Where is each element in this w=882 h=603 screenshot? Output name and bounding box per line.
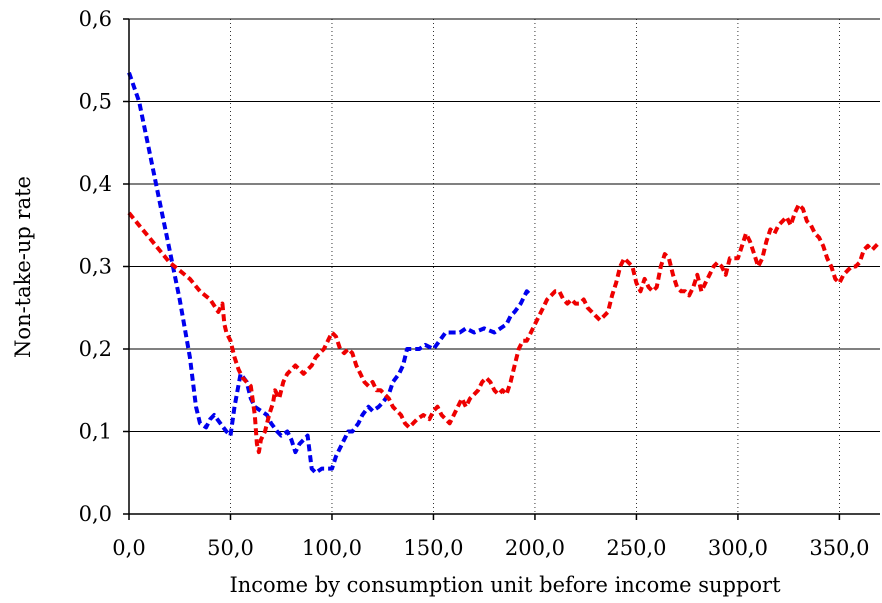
x-tick-label: 150,0 (403, 536, 463, 560)
y-tick-label: 0,1 (79, 420, 112, 444)
series-line-2 (127, 202, 882, 455)
y-tick-label: 0,6 (79, 7, 112, 31)
chart-axes (123, 18, 880, 520)
x-tick-label: 250,0 (606, 536, 666, 560)
y-tick-label: 0,3 (79, 255, 112, 279)
series-line-1 (127, 71, 533, 475)
x-tick-labels: 0,0 50,0 100,0 150,0 200,0 250,0 300,0 350,0 (112, 536, 869, 560)
y-tick-label: 0,2 (79, 337, 112, 361)
x-tick-label: 50,0 (207, 536, 254, 560)
x-tick-label: 0,0 (112, 536, 145, 560)
x-tick-label: 200,0 (505, 536, 565, 560)
chart-grid (129, 18, 880, 514)
y-axis-title: Non-take-up rate (11, 176, 35, 358)
x-axis-title: Income by consumption unit before income… (229, 573, 781, 597)
y-tick-label: 0,0 (79, 502, 112, 526)
x-tick-label: 100,0 (302, 536, 362, 560)
y-tick-label: 0,5 (79, 90, 112, 114)
y-tick-labels: 0,0 0,1 0,2 0,3 0,4 0,5 0,6 (79, 7, 112, 526)
y-tick-label: 0,4 (79, 172, 112, 196)
x-tick-label: 350,0 (809, 536, 869, 560)
series-group (127, 71, 882, 475)
x-tick-label: 300,0 (708, 536, 768, 560)
